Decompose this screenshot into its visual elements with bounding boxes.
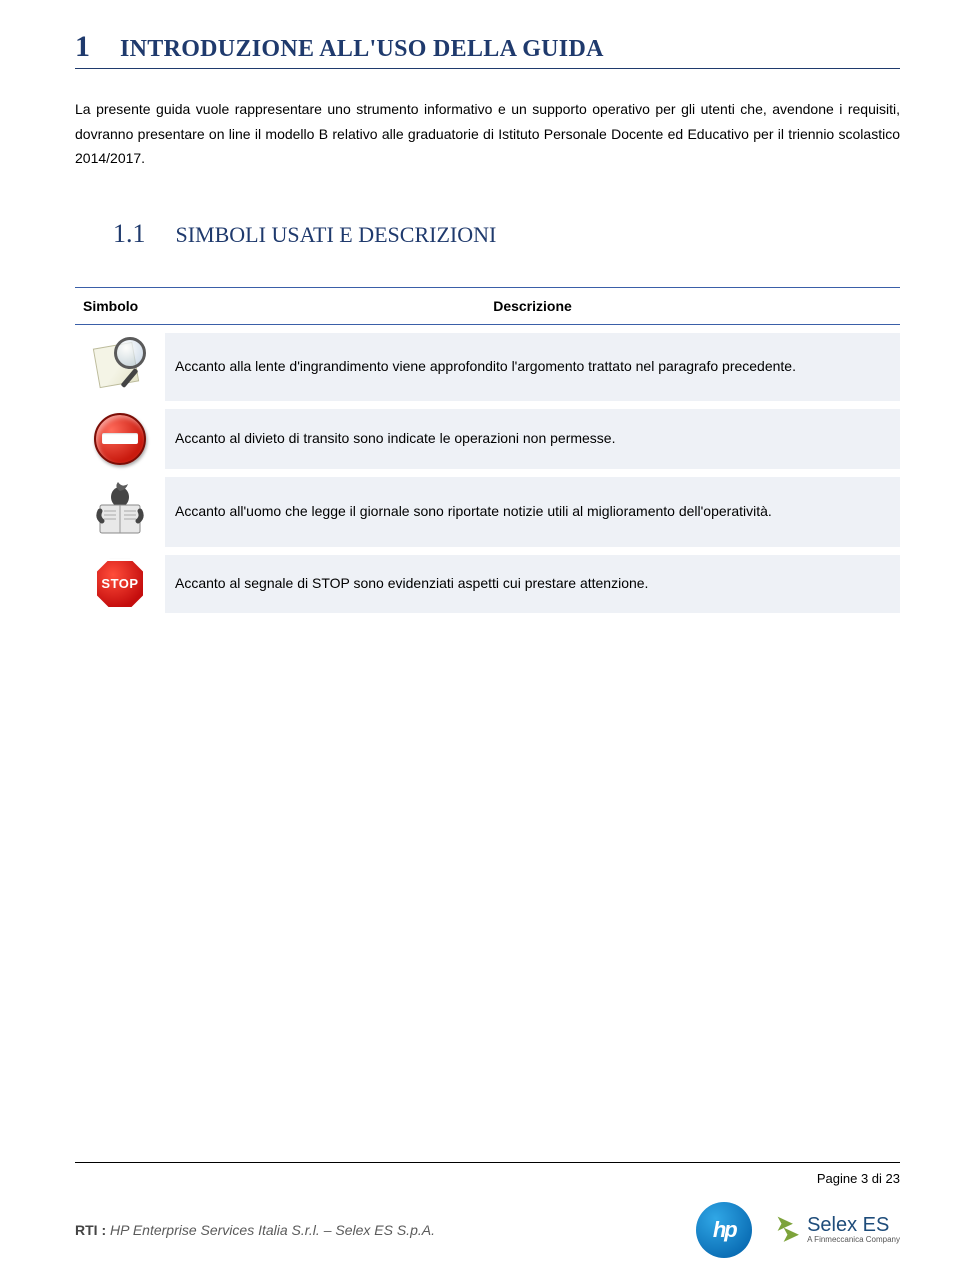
table-row: STOP Accanto al segnale di STOP sono evi… xyxy=(75,555,900,613)
row-description: Accanto al segnale di STOP sono evidenzi… xyxy=(165,555,900,613)
table-row: Accanto all'uomo che legge il giornale s… xyxy=(75,477,900,547)
heading-2-text: SIMBOLI USATI E DESCRIZIONI xyxy=(176,222,497,248)
col-header-description: Descrizione xyxy=(165,287,900,325)
rti-credit: RTI : HP Enterprise Services Italia S.r.… xyxy=(75,1222,435,1238)
col-header-symbol: Simbolo xyxy=(75,287,165,325)
row-description: Accanto all'uomo che legge il giornale s… xyxy=(165,477,900,547)
no-entry-icon xyxy=(75,409,165,469)
page-footer: Pagine 3 di 23 RTI : HP Enterprise Servi… xyxy=(0,1162,960,1258)
selex-logo: ➤➤ Selex ES A Finmeccanica Company xyxy=(776,1215,900,1244)
heading-1: 1 INTRODUZIONE ALL'USO DELLA GUIDA xyxy=(75,30,900,69)
table-row: Accanto al divieto di transito sono indi… xyxy=(75,409,900,469)
row-description: Accanto alla lente d'ingrandimento viene… xyxy=(165,333,900,401)
heading-2: 1.1 SIMBOLI USATI E DESCRIZIONI xyxy=(113,219,900,249)
symbols-table: Simbolo Descrizione Accanto alla lente d… xyxy=(75,279,900,621)
stop-sign-icon: STOP xyxy=(75,555,165,613)
selex-name: Selex ES xyxy=(807,1215,900,1236)
row-description: Accanto al divieto di transito sono indi… xyxy=(165,409,900,469)
selex-arrow-icon: ➤➤ xyxy=(776,1219,799,1241)
footer-rule xyxy=(75,1162,900,1163)
heading-2-number: 1.1 xyxy=(113,219,146,249)
table-row: Accanto alla lente d'ingrandimento viene… xyxy=(75,333,900,401)
heading-1-number: 1 xyxy=(75,30,90,64)
heading-1-text: INTRODUZIONE ALL'USO DELLA GUIDA xyxy=(120,36,604,63)
table-header-row: Simbolo Descrizione xyxy=(75,287,900,325)
page-number: Pagine 3 di 23 xyxy=(75,1171,900,1186)
hp-logo-icon: hp xyxy=(696,1202,752,1258)
magnifier-icon xyxy=(75,333,165,401)
newspaper-reader-icon xyxy=(75,477,165,547)
intro-paragraph: La presente guida vuole rappresentare un… xyxy=(75,97,900,171)
selex-subtitle: A Finmeccanica Company xyxy=(807,1236,900,1244)
